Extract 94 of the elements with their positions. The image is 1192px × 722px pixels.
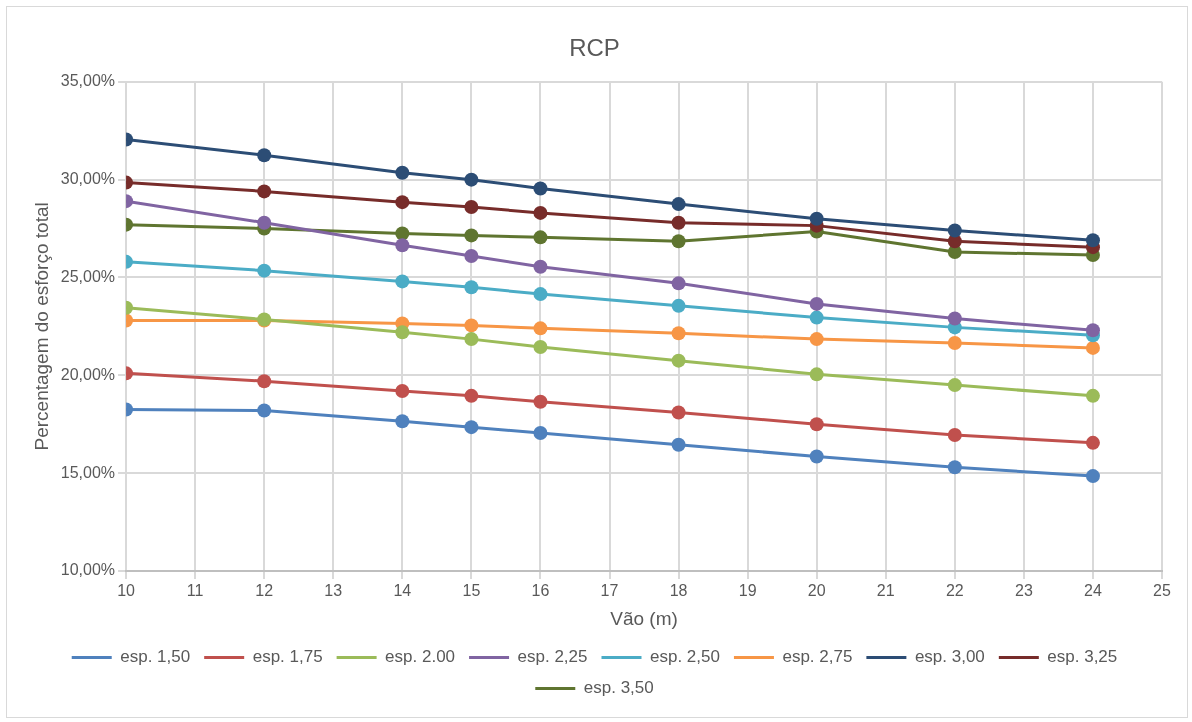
point [464, 248, 479, 263]
point [947, 378, 962, 393]
point [533, 181, 548, 196]
point [464, 332, 479, 347]
point [947, 223, 962, 238]
point [809, 449, 824, 464]
point [809, 211, 824, 226]
y-tick-label: 15,00% [60, 463, 116, 481]
legend-label: esp. 2.00 [385, 647, 456, 667]
point [464, 388, 479, 403]
x-tick-label: 23 [1014, 582, 1033, 600]
point [947, 336, 962, 351]
point [395, 414, 410, 429]
point [464, 420, 479, 435]
point [533, 394, 548, 409]
point [809, 310, 824, 325]
y-tick-label: 25,00% [60, 267, 116, 285]
point [671, 234, 686, 249]
point [671, 405, 686, 420]
point [1085, 233, 1100, 248]
point [809, 367, 824, 382]
point [671, 437, 686, 452]
y-tick-label: 35,00% [60, 72, 116, 90]
y-axis-title: Percentagem do esforço total [30, 202, 52, 451]
point [671, 215, 686, 230]
point [671, 276, 686, 291]
point [533, 259, 548, 274]
point [395, 383, 410, 398]
point [257, 184, 272, 199]
x-axis-title: Vão (m) [610, 607, 678, 629]
legend-label: esp. 3,00 [914, 647, 985, 667]
point [464, 280, 479, 295]
point [257, 374, 272, 389]
point [464, 228, 479, 243]
x-tick-label: 10 [117, 582, 136, 600]
point [671, 353, 686, 368]
point [671, 298, 686, 313]
y-tick-label: 30,00% [60, 170, 116, 188]
x-tick-label: 13 [324, 582, 343, 600]
point [1085, 323, 1100, 338]
point [533, 426, 548, 441]
x-tick-label: 12 [255, 582, 274, 600]
legend-label: esp. 1,50 [120, 647, 191, 667]
x-tick-label: 14 [393, 582, 412, 600]
point [947, 311, 962, 326]
point [395, 325, 410, 340]
point [395, 238, 410, 253]
point [395, 195, 410, 210]
point [257, 148, 272, 163]
x-tick-label: 18 [669, 582, 688, 600]
chart-title: RCP [569, 34, 620, 62]
x-tick-label: 22 [945, 582, 964, 600]
point [1085, 469, 1100, 484]
point [257, 215, 272, 230]
point [395, 226, 410, 241]
x-tick-label: 19 [738, 582, 757, 600]
legend-label: esp. 2,50 [650, 647, 720, 667]
point [533, 205, 548, 220]
y-tick-label: 10,00% [60, 561, 116, 579]
point [533, 321, 548, 336]
point [395, 165, 410, 180]
point [809, 417, 824, 432]
point [947, 428, 962, 442]
point [671, 326, 686, 341]
point [257, 403, 272, 418]
point [533, 339, 548, 354]
point [464, 318, 479, 333]
point [1085, 388, 1100, 403]
point [947, 460, 962, 475]
legend-label: esp. 3,50 [583, 678, 654, 698]
y-tick-label: 20,00% [60, 365, 116, 383]
point [671, 197, 686, 212]
point [1085, 340, 1100, 355]
point [809, 296, 824, 311]
x-tick-label: 25 [1153, 582, 1171, 600]
point [257, 263, 272, 278]
point [464, 200, 479, 215]
legend-label: esp. 3,25 [1047, 647, 1118, 667]
legend-label: esp. 1,75 [252, 647, 323, 667]
point [1085, 435, 1100, 450]
legend-label: esp. 2,75 [782, 647, 853, 667]
point [533, 230, 548, 245]
x-tick-label: 11 [186, 582, 204, 600]
x-tick-label: 20 [807, 582, 826, 600]
point [533, 287, 548, 302]
x-tick-label: 17 [600, 582, 619, 600]
point [395, 274, 410, 289]
x-tick-label: 21 [876, 582, 895, 600]
x-tick-label: 24 [1084, 582, 1102, 600]
x-tick-label: 16 [531, 582, 550, 600]
point [809, 332, 824, 347]
point [464, 172, 479, 187]
legend-label: esp. 2,25 [517, 647, 588, 667]
x-tick-label: 15 [462, 582, 481, 600]
